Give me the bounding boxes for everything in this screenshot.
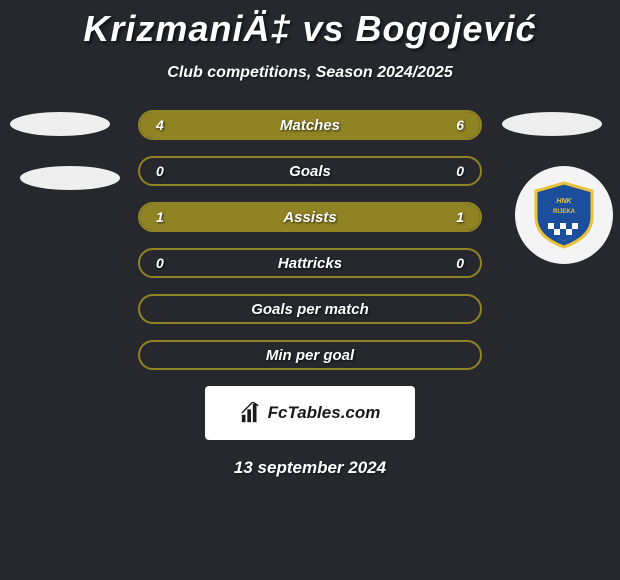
stat-label: Goals: [289, 163, 331, 180]
stats-area: HNK RIJEKA 4 Matches 6 0 Goals 0 1 Assis…: [0, 110, 620, 370]
barchart-icon: [240, 402, 262, 424]
stat-value-left: 1: [156, 209, 164, 225]
subtitle: Club competitions, Season 2024/2025: [0, 64, 620, 82]
stat-value-right: 6: [456, 117, 464, 133]
stat-row-min-per-goal: Min per goal: [138, 340, 482, 370]
stat-value-left: 0: [156, 163, 164, 179]
attribution-text: FcTables.com: [268, 403, 381, 423]
stat-label: Assists: [283, 209, 336, 226]
stat-value-left: 4: [156, 117, 164, 133]
page-title: KrizmaniÄ‡ vs Bogojević: [0, 0, 620, 50]
player-left-marker-2: [20, 166, 120, 190]
stat-row-goals: 0 Goals 0: [138, 156, 482, 186]
stat-row-matches: 4 Matches 6: [138, 110, 482, 140]
stat-value-left: 0: [156, 255, 164, 271]
date: 13 september 2024: [0, 458, 620, 478]
club-badge: HNK RIJEKA: [515, 166, 613, 264]
stat-label: Hattricks: [278, 255, 342, 272]
player-right-marker: [502, 112, 602, 136]
stat-label: Min per goal: [266, 347, 354, 364]
stat-value-right: 1: [456, 209, 464, 225]
stat-row-assists: 1 Assists 1: [138, 202, 482, 232]
svg-text:HNK: HNK: [556, 198, 572, 205]
player-left-marker: [10, 112, 110, 136]
stat-row-hattricks: 0 Hattricks 0: [138, 248, 482, 278]
stat-value-right: 0: [456, 255, 464, 271]
stat-value-right: 0: [456, 163, 464, 179]
shield-icon: HNK RIJEKA: [528, 179, 600, 251]
stat-label: Goals per match: [251, 301, 369, 318]
stat-label: Matches: [280, 117, 340, 134]
stat-rows: 4 Matches 6 0 Goals 0 1 Assists 1 0 Hatt…: [138, 110, 482, 370]
attribution[interactable]: FcTables.com: [205, 386, 415, 440]
svg-text:RIJEKA: RIJEKA: [553, 209, 576, 215]
stat-row-goals-per-match: Goals per match: [138, 294, 482, 324]
